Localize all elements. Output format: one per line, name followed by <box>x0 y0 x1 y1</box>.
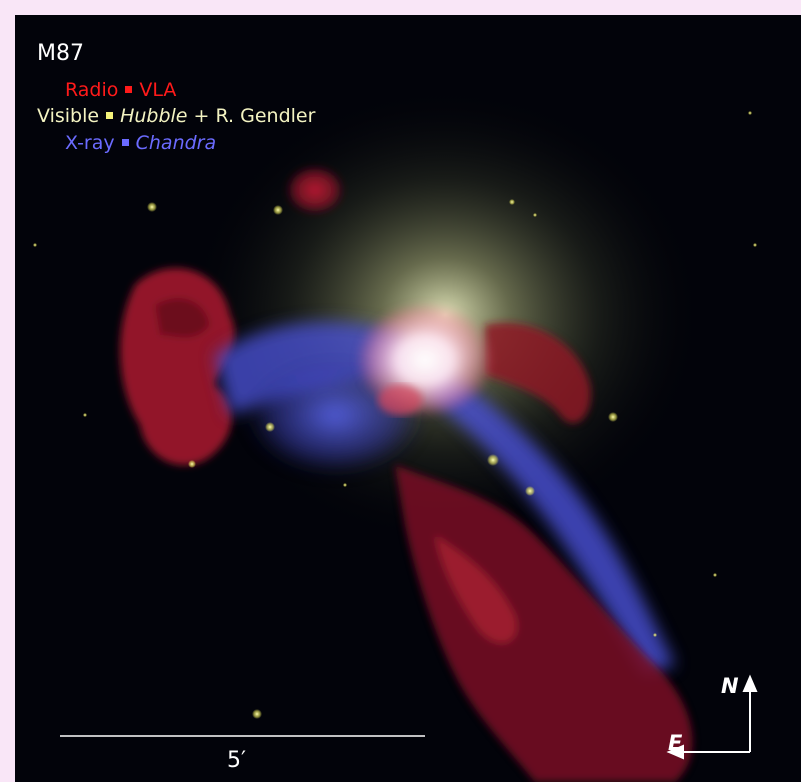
radio-lobe-right <box>485 323 591 424</box>
legend-visible-credit: + R. Gendler <box>193 105 316 127</box>
radio-lobe-left <box>120 268 235 466</box>
scale-bar-label: 5′ <box>227 748 246 773</box>
legend-xray-band: X-ray <box>65 132 115 154</box>
legend-radio-separator <box>125 85 133 93</box>
compass-east-label: E <box>668 731 683 755</box>
legend-xray-separator <box>121 138 129 146</box>
legend-visible-band: Visible <box>37 105 100 127</box>
compass-north-label: N <box>721 674 739 698</box>
legend-radio-instrument: VLA <box>139 79 177 101</box>
legend-visible-separator <box>106 111 114 119</box>
galaxy-core <box>355 302 495 418</box>
legend-radio-band: Radio <box>65 79 119 101</box>
legend-xray: X-ray Chandra <box>65 132 216 154</box>
legend-radio: Radio VLA <box>65 79 176 101</box>
galaxy-composite <box>33 85 758 782</box>
foreground-stars <box>33 111 757 719</box>
legend-visible-instrument: Hubble <box>120 105 188 127</box>
compass-arrows <box>666 674 758 760</box>
legend-visible: Visible Hubble + R. Gendler <box>37 105 315 127</box>
astronomical-image: M87 Radio VLA Visible Hubble + R. Gendler … <box>15 15 801 782</box>
radio-plume-south <box>395 465 693 782</box>
radio-wisp-top <box>285 165 345 215</box>
legend-xray-instrument: Chandra <box>135 132 217 154</box>
object-name: M87 <box>37 41 84 66</box>
